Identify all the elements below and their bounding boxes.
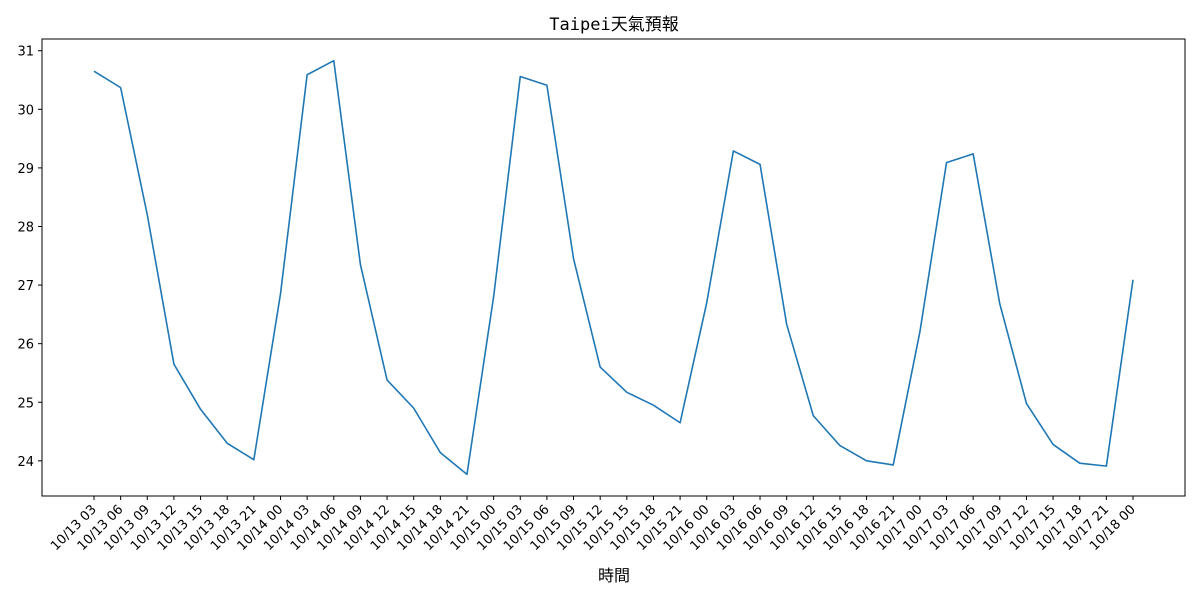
y-tick-label: 31 (17, 45, 34, 60)
y-tick-label: 30 (17, 103, 34, 118)
y-tick-label: 28 (17, 220, 34, 235)
y-axis: 24 25 26 27 28 29 30 31 (17, 45, 42, 470)
y-tick-label: 27 (17, 279, 34, 294)
chart-title: Taipei天氣預報 (549, 15, 678, 35)
plot-area (41, 38, 1186, 497)
y-tick-label: 29 (17, 162, 34, 177)
y-tick-label: 26 (17, 338, 34, 353)
y-tick-label: 25 (17, 396, 34, 411)
x-axis-label: 時間 (598, 566, 630, 585)
temperature-series-line (93, 59, 1134, 476)
y-tick-label: 24 (17, 455, 34, 470)
